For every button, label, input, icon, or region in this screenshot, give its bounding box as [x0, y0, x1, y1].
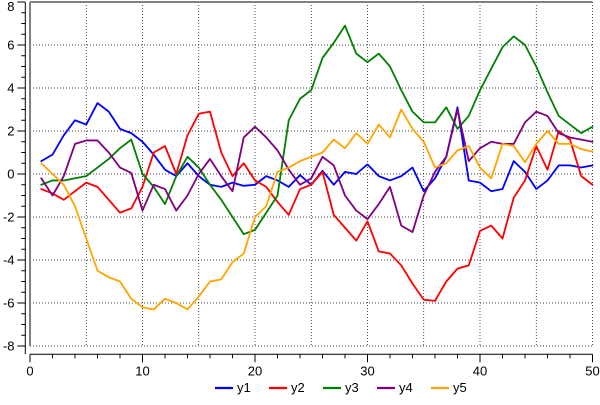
svg-text:y4: y4 [399, 380, 413, 395]
svg-text:10: 10 [135, 363, 149, 378]
svg-text:-2: -2 [3, 210, 15, 225]
svg-text:y3: y3 [345, 380, 359, 395]
svg-text:y2: y2 [291, 380, 305, 395]
svg-text:6: 6 [7, 38, 14, 53]
svg-text:-6: -6 [3, 296, 15, 311]
svg-text:2: 2 [7, 124, 14, 139]
svg-text:4: 4 [7, 81, 14, 96]
svg-text:0: 0 [26, 363, 33, 378]
svg-text:y1: y1 [237, 380, 251, 395]
svg-text:8: 8 [7, 0, 14, 14]
svg-text:40: 40 [473, 363, 487, 378]
svg-text:-8: -8 [3, 339, 15, 354]
svg-text:20: 20 [248, 363, 262, 378]
svg-text:30: 30 [360, 363, 374, 378]
svg-text:-4: -4 [3, 253, 15, 268]
svg-text:0: 0 [7, 167, 14, 182]
svg-text:y5: y5 [453, 380, 467, 395]
svg-text:50: 50 [585, 363, 599, 378]
